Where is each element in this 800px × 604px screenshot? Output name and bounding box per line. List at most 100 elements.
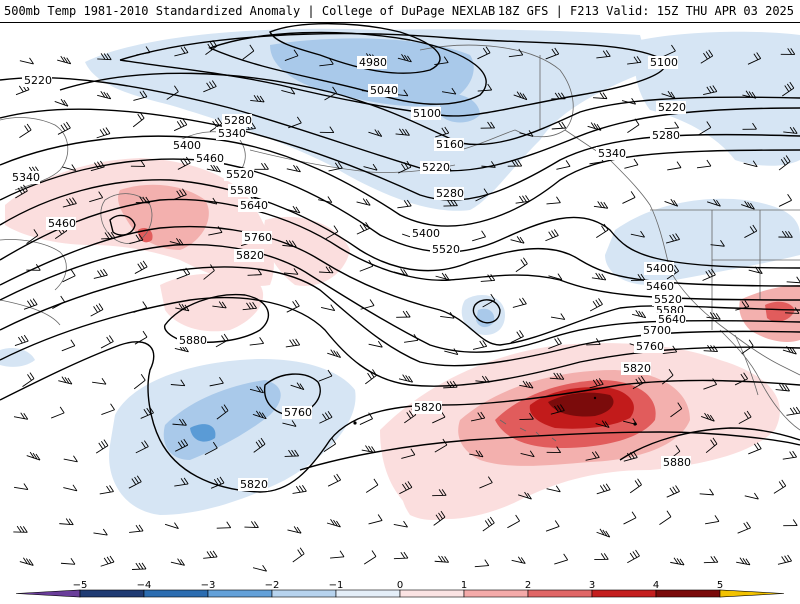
colorbar-tick-label: −3: [201, 580, 216, 591]
wind-barb: [101, 556, 114, 566]
wind-barb: [592, 273, 606, 280]
wind-barb: [507, 515, 519, 528]
wind-barb: [327, 519, 340, 527]
wind-barb: [632, 310, 646, 318]
wind-barb: [61, 558, 75, 564]
label-5520-west: 5520: [224, 168, 254, 181]
svg-text:5880: 5880: [663, 456, 691, 469]
wind-barb: [590, 298, 602, 311]
wind-barb: [362, 445, 376, 452]
label-5100-east: 5100: [648, 56, 678, 69]
wind-barb: [253, 565, 267, 571]
wind-barb: [545, 229, 558, 240]
map-title: 500mb Temp 1981-2010 Standardized Anomal…: [4, 4, 495, 18]
label-5280-east: 5280: [650, 129, 680, 142]
svg-text:5700: 5700: [643, 324, 671, 337]
wind-barb: [62, 165, 76, 171]
wind-barb: [704, 556, 718, 562]
colorbar-tick-label: −2: [265, 580, 280, 591]
label-5460-east: 5460: [644, 280, 674, 293]
svg-text:4980: 4980: [359, 56, 387, 69]
cold-anomaly-pacific-nw: [605, 199, 800, 285]
wind-barb: [14, 413, 28, 420]
wind-barb: [783, 451, 797, 459]
wind-barb: [369, 514, 383, 523]
wind-barb: [97, 91, 111, 99]
svg-text:5040: 5040: [370, 84, 398, 97]
label-5820-east: 5820: [621, 362, 651, 375]
wind-barb: [473, 340, 487, 349]
label-5460-west: 5460: [46, 217, 76, 230]
label-5340-west: 5340: [10, 171, 40, 184]
svg-text:5820: 5820: [240, 478, 268, 491]
wind-barb: [293, 485, 307, 493]
svg-text:5340: 5340: [598, 147, 626, 160]
wind-barb: [435, 556, 449, 562]
svg-text:5520: 5520: [226, 168, 254, 181]
wind-barb: [254, 163, 268, 169]
colorbar-swatch: [208, 590, 272, 597]
wind-barb: [287, 526, 301, 533]
wind-barb: [27, 452, 40, 460]
label-5520-mid: 5520: [430, 243, 460, 256]
wind-barb: [659, 511, 671, 525]
title-bar: 500mb Temp 1981-2010 Standardized Anomal…: [0, 0, 800, 23]
wind-barb: [667, 162, 681, 170]
wind-barb: [100, 486, 114, 494]
wind-barb: [133, 112, 144, 127]
wind-barb: [787, 277, 800, 283]
wind-barb: [667, 485, 680, 497]
label-5280-west: 5280: [222, 114, 252, 127]
wind-barb: [101, 336, 113, 349]
colorbar-tick-label: −5: [73, 580, 88, 591]
wind-barb: [472, 231, 485, 241]
colorbar-tick-label: 3: [589, 580, 595, 591]
wind-barb: [357, 222, 370, 234]
colorbar-swatch: [528, 590, 592, 597]
wind-barb: [287, 165, 301, 172]
colorbar-swatch: [592, 590, 656, 597]
wind-barb: [516, 195, 530, 203]
wind-barb: [93, 529, 107, 535]
label-5880-west: 5880: [177, 334, 207, 347]
colorbar-swatch: [656, 590, 720, 597]
warm-anomaly-north-pacific2: [264, 217, 350, 286]
wind-barb: [624, 512, 636, 524]
wind-barb: [511, 236, 525, 243]
label-5220-west: 5220: [22, 74, 52, 87]
wind-barb: [700, 489, 714, 495]
wind-barb: [203, 551, 217, 558]
colorbar-swatches: [16, 590, 784, 597]
label-5280-mid: 5280: [434, 187, 464, 200]
wind-barb: [101, 404, 114, 415]
svg-text:5760: 5760: [636, 340, 664, 353]
wind-barb: [745, 493, 759, 499]
wind-barb: [58, 377, 72, 384]
svg-text:5820: 5820: [414, 401, 442, 414]
svg-text:5820: 5820: [623, 362, 651, 375]
label-5400-east: 5400: [644, 262, 674, 275]
svg-text:5280: 5280: [224, 114, 252, 127]
wind-barb: [357, 199, 371, 206]
wind-barb: [97, 128, 110, 138]
svg-text:5820: 5820: [236, 249, 264, 262]
wind-barb: [483, 517, 494, 531]
map-panel: 4980 5040 5100 5100 5160 5220 5220 5220 …: [0, 22, 800, 579]
wind-barb: [516, 258, 528, 272]
label-4980: 4980: [357, 56, 387, 69]
wind-barb: [665, 122, 679, 129]
wind-barb: [244, 521, 258, 527]
wind-barb: [597, 529, 610, 537]
colorbar-tick-label: −4: [137, 580, 152, 591]
wind-barb: [94, 269, 108, 278]
wind-barb: [630, 479, 641, 493]
wind-barb: [330, 551, 344, 558]
wind-barb: [554, 554, 567, 564]
wind-barb: [624, 159, 638, 168]
wind-barb: [286, 339, 300, 347]
svg-text:5460: 5460: [646, 280, 674, 293]
colorbar-tick-label: 4: [653, 580, 659, 591]
label-5880-east: 5880: [661, 456, 691, 469]
colorbar-tick-label: 1: [461, 580, 467, 591]
